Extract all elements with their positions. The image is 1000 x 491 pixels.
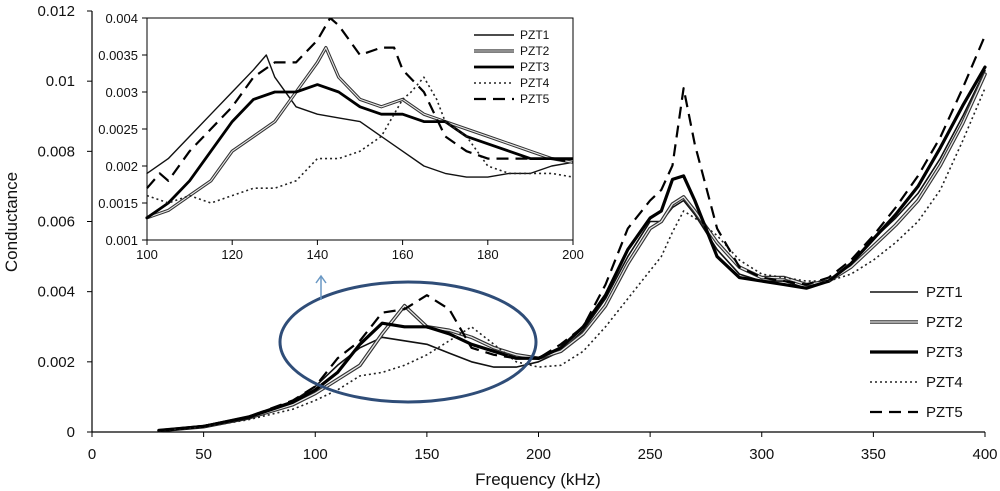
inset-y-tick-label: 0.003 [105, 85, 138, 100]
inset-legend-item-pzt2: PZT2 [474, 44, 550, 58]
main-legend-label: PZT1 [926, 284, 963, 301]
inset-series-line-pzt1 [146, 54, 573, 178]
main-legend-item-pzt5: PZT5 [870, 404, 963, 421]
inset-series-pzt1 [146, 54, 573, 178]
inset-y-tick-label: 0.002 [105, 159, 138, 174]
main-series-line-pzt4 [158, 87, 986, 432]
inset-y-ticks: 0.001 0.0015 0.002 0.0025 0.003 0.0035 0.004 [98, 11, 147, 248]
inset-x-tick-label: 180 [477, 247, 499, 262]
inset-series-line-pzt3 [145, 83, 573, 220]
inset-legend-label: PZT4 [520, 76, 550, 90]
zoom-arrow-icon [315, 274, 327, 300]
main-y-tick-label: 0.012 [37, 3, 75, 20]
inset-y-tick-label: 0.0025 [98, 122, 138, 137]
main-x-tick-label: 350 [861, 446, 886, 463]
main-legend-label: PZT3 [926, 344, 963, 361]
main-legend-item-pzt1: PZT1 [870, 284, 963, 301]
inset-legend: PZT1 PZT2 PZT3 PZT4 PZT5 [474, 28, 550, 106]
highlight-ellipse [278, 280, 538, 404]
main-y-tick-label: 0.004 [37, 284, 75, 301]
main-x-tick-label: 300 [749, 446, 774, 463]
inset-series-line-pzt2 [146, 47, 573, 219]
inset-legend-label: PZT5 [520, 92, 550, 106]
main-series-pzt5 [158, 35, 987, 432]
inset-y-tick-label: 0.001 [105, 233, 138, 248]
inset-legend-item-pzt3: PZT3 [474, 60, 550, 74]
main-x-axis-label: Frequency (kHz) [475, 470, 601, 489]
main-legend-item-pzt4: PZT4 [870, 374, 963, 391]
main-x-tick-label: 100 [303, 446, 328, 463]
inset-series-group [145, 18, 573, 220]
inset-x-tick-label: 100 [136, 247, 158, 262]
main-y-ticks: 0 0.002 0.004 0.006 0.008 0.01 0.012 [37, 3, 92, 441]
main-x-tick-label: 150 [414, 446, 439, 463]
main-y-tick-label: 0.002 [37, 354, 75, 371]
inset-legend-label: PZT2 [520, 44, 550, 58]
inset-y-tick-label: 0.0015 [98, 196, 138, 211]
inset-x-tick-label: 160 [392, 247, 414, 262]
inset-background [128, 18, 573, 240]
inset-series-pzt2 [145, 45, 573, 220]
main-legend-item-pzt2: PZT2 [870, 314, 963, 331]
main-legend: PZT1 PZT2 PZT3 PZT4 PZT5 [870, 284, 963, 421]
main-series-pzt2 [157, 72, 987, 433]
main-legend-item-pzt3: PZT3 [870, 344, 963, 361]
main-y-tick-label: 0.008 [37, 143, 75, 160]
inset-legend-item-pzt4: PZT4 [474, 76, 550, 90]
inset-legend-label: PZT3 [520, 60, 550, 74]
main-legend-label: PZT4 [926, 374, 963, 391]
inset-x-tick-label: 200 [562, 247, 584, 262]
inset-y-tick-label: 0.004 [105, 11, 138, 26]
main-x-ticks: 0 50 100 150 200 250 300 350 400 [88, 432, 998, 463]
main-y-axis-label: Conductance [2, 172, 21, 272]
inset-x-tick-label: 120 [221, 247, 243, 262]
main-series-line-pzt5 [158, 35, 987, 432]
main-x-tick-label: 50 [195, 446, 212, 463]
main-legend-label: PZT2 [926, 314, 963, 331]
main-x-tick-label: 0 [88, 446, 96, 463]
main-series-line-pzt2 [158, 73, 986, 432]
inset-legend-label: PZT1 [520, 28, 550, 42]
inset-axes [128, 17, 574, 241]
main-x-tick-label: 400 [972, 446, 997, 463]
main-y-tick-label: 0 [67, 424, 75, 441]
inset-y-tick-label: 0.0035 [98, 48, 138, 63]
main-series-line-pzt3 [157, 65, 987, 433]
inset-x-tick-label: 140 [307, 247, 329, 262]
main-x-tick-label: 200 [526, 446, 551, 463]
main-legend-label: PZT5 [926, 404, 963, 421]
inset-legend-item-pzt1: PZT1 [474, 28, 550, 42]
inset-legend-item-pzt5: PZT5 [474, 92, 550, 106]
main-series-group [157, 35, 987, 433]
main-y-tick-label: 0.01 [46, 73, 75, 90]
main-y-tick-label: 0.006 [37, 214, 75, 231]
inset-x-ticks: 100 120 140 160 180 200 [136, 240, 584, 262]
inset-series-pzt3 [145, 83, 573, 220]
main-series-pzt3 [157, 65, 987, 433]
main-series-pzt4 [158, 87, 986, 432]
main-x-tick-label: 250 [638, 446, 663, 463]
